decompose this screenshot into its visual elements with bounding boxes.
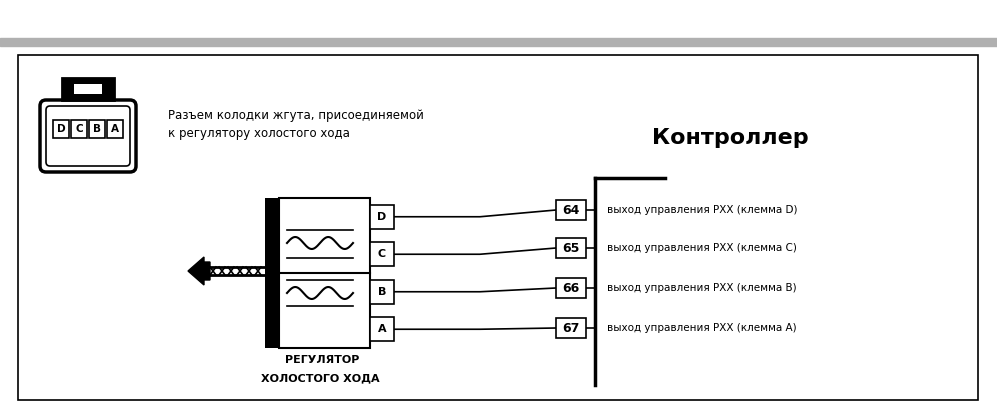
Text: выход управления РХХ (клемма В): выход управления РХХ (клемма В) [607,283,797,293]
Text: выход управления РХХ (клемма А): выход управления РХХ (клемма А) [607,323,797,333]
Text: 65: 65 [562,242,579,255]
Text: B: B [93,124,101,134]
Text: B: B [378,287,386,297]
Text: C: C [378,249,386,259]
Text: 67: 67 [562,321,579,334]
Bar [62,78,114,100]
Bar [370,205,394,229]
FancyBboxPatch shape [40,100,136,172]
Bar [556,238,586,258]
Text: C: C [75,124,83,134]
Bar [71,120,87,138]
FancyArrow shape [188,257,210,285]
Text: ХОЛОСТОГО ХОДА: ХОЛОСТОГО ХОДА [261,373,380,383]
Bar [370,317,394,341]
Text: РЕГУЛЯТОР: РЕГУЛЯТОР [285,355,359,365]
Bar [370,280,394,304]
Bar [74,84,102,94]
Bar [53,120,69,138]
Text: D: D [378,212,387,222]
Bar [0,38,997,46]
Bar [279,198,370,348]
Text: выход управления РХХ (клемма D): выход управления РХХ (клемма D) [607,205,798,215]
Bar [556,278,586,298]
Text: выход управления РХХ (клемма С): выход управления РХХ (клемма С) [607,243,797,253]
Text: 66: 66 [562,281,579,295]
Text: Разъем колодки жгута, присоединяемой: Разъем колодки жгута, присоединяемой [168,109,424,122]
Bar [265,198,279,348]
FancyBboxPatch shape [46,106,130,166]
Bar [556,318,586,338]
Bar [556,200,586,220]
Bar [89,120,105,138]
Text: A: A [378,324,386,334]
Text: 64: 64 [562,204,579,217]
Bar [107,120,123,138]
Text: A: A [111,124,119,134]
Text: к регулятору холостого хода: к регулятору холостого хода [168,127,350,140]
Text: D: D [57,124,66,134]
Text: Контроллер: Контроллер [652,128,809,148]
Bar [370,242,394,266]
Bar [18,55,978,400]
